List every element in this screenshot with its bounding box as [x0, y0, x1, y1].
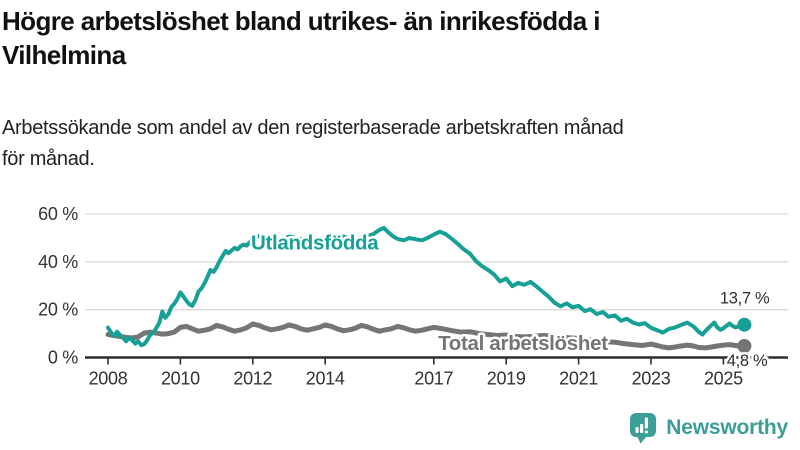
- series-line: [105, 321, 747, 351]
- title-line-2: Vilhelmina: [2, 40, 126, 70]
- x-axis-tick-label: 2010: [161, 369, 200, 389]
- y-axis-tick-label: 0 %: [48, 348, 78, 368]
- x-axis-tick-label: 2025: [704, 369, 743, 389]
- subtitle-line-1: Arbetssökande som andel av den registerb…: [2, 117, 624, 139]
- series-label: Total arbetslöshet: [438, 332, 608, 355]
- x-axis-tick-label: 2021: [559, 369, 598, 389]
- series-line: [106, 225, 747, 348]
- chart-subtitle: Arbetssökande som andel av den registerb…: [2, 113, 792, 175]
- series-end-value-label: 13,7 %: [720, 290, 770, 308]
- series-end-dot: [737, 317, 752, 332]
- series-label: Utlandsfödda: [251, 231, 379, 254]
- newsworthy-logo-text: Newsworthy: [666, 415, 788, 439]
- series-end-value-label: 4,8 %: [727, 352, 768, 370]
- title-line-1: Högre arbetslöshet bland utrikes- än inr…: [2, 6, 600, 36]
- subtitle-line-2: för månad.: [2, 148, 95, 170]
- x-axis-tick-label: 2014: [306, 369, 345, 389]
- x-axis-tick-label: 2019: [487, 369, 526, 389]
- y-axis-tick-label: 60 %: [38, 204, 78, 224]
- y-axis-tick-label: 40 %: [38, 252, 78, 272]
- x-axis-tick-label: 2017: [414, 369, 453, 389]
- newsworthy-bar-chart-bubble-icon: [630, 413, 657, 444]
- y-axis-tick-label: 20 %: [38, 300, 78, 320]
- x-axis-tick-label: 2023: [632, 369, 671, 389]
- newsworthy-logo-link[interactable]: Newsworthy: [628, 411, 788, 444]
- x-axis-tick-label: 2012: [233, 369, 272, 389]
- page-title: Högre arbetslöshet bland utrikes- än inr…: [2, 4, 798, 72]
- x-axis-tick-label: 2008: [89, 369, 128, 389]
- series-end-dot: [737, 339, 752, 353]
